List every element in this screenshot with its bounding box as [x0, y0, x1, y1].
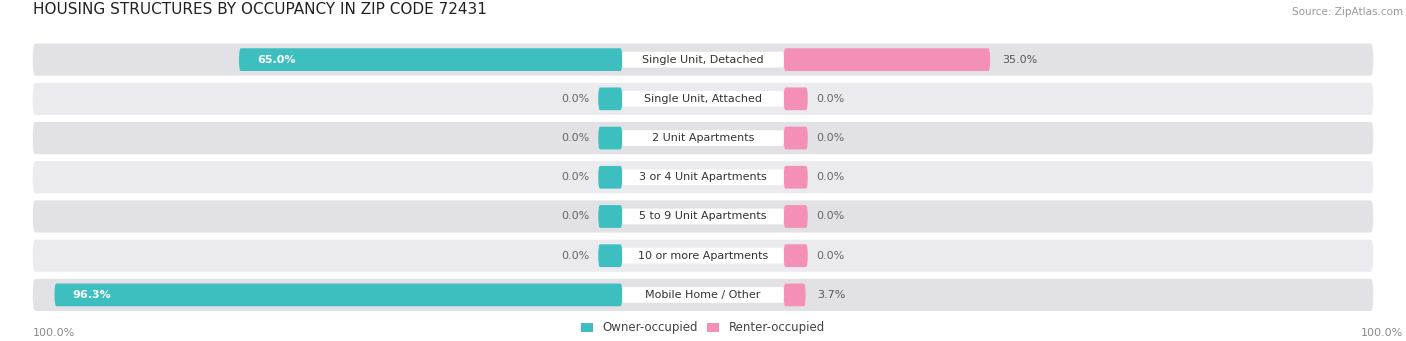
FancyBboxPatch shape [32, 279, 1374, 311]
Text: 0.0%: 0.0% [817, 133, 845, 143]
FancyBboxPatch shape [783, 166, 807, 189]
FancyBboxPatch shape [239, 48, 623, 71]
Text: 0.0%: 0.0% [561, 133, 589, 143]
FancyBboxPatch shape [783, 283, 806, 306]
FancyBboxPatch shape [55, 283, 623, 306]
Text: 0.0%: 0.0% [561, 94, 589, 104]
FancyBboxPatch shape [599, 205, 623, 228]
FancyBboxPatch shape [783, 48, 990, 71]
Text: Mobile Home / Other: Mobile Home / Other [645, 290, 761, 300]
Text: 5 to 9 Unit Apartments: 5 to 9 Unit Apartments [640, 211, 766, 221]
Text: HOUSING STRUCTURES BY OCCUPANCY IN ZIP CODE 72431: HOUSING STRUCTURES BY OCCUPANCY IN ZIP C… [32, 1, 486, 16]
FancyBboxPatch shape [783, 244, 807, 267]
Text: 2 Unit Apartments: 2 Unit Apartments [652, 133, 754, 143]
FancyBboxPatch shape [623, 287, 783, 303]
FancyBboxPatch shape [623, 209, 783, 224]
Text: 65.0%: 65.0% [257, 55, 295, 65]
Text: 100.0%: 100.0% [1361, 328, 1403, 338]
Text: 0.0%: 0.0% [817, 94, 845, 104]
Text: 100.0%: 100.0% [32, 328, 75, 338]
FancyBboxPatch shape [599, 88, 623, 110]
Legend: Owner-occupied, Renter-occupied: Owner-occupied, Renter-occupied [581, 322, 825, 335]
Text: 3 or 4 Unit Apartments: 3 or 4 Unit Apartments [640, 172, 766, 182]
FancyBboxPatch shape [783, 127, 807, 149]
Text: 0.0%: 0.0% [561, 251, 589, 261]
FancyBboxPatch shape [32, 161, 1374, 193]
FancyBboxPatch shape [32, 44, 1374, 76]
FancyBboxPatch shape [783, 88, 807, 110]
Text: 0.0%: 0.0% [561, 211, 589, 221]
Text: Source: ZipAtlas.com: Source: ZipAtlas.com [1292, 6, 1403, 16]
Text: 0.0%: 0.0% [561, 172, 589, 182]
FancyBboxPatch shape [32, 83, 1374, 115]
FancyBboxPatch shape [623, 169, 783, 185]
Text: 0.0%: 0.0% [817, 172, 845, 182]
FancyBboxPatch shape [32, 240, 1374, 272]
FancyBboxPatch shape [623, 248, 783, 264]
FancyBboxPatch shape [599, 127, 623, 149]
Text: 0.0%: 0.0% [817, 251, 845, 261]
FancyBboxPatch shape [623, 91, 783, 107]
FancyBboxPatch shape [599, 244, 623, 267]
Text: 10 or more Apartments: 10 or more Apartments [638, 251, 768, 261]
FancyBboxPatch shape [32, 122, 1374, 154]
FancyBboxPatch shape [32, 201, 1374, 233]
FancyBboxPatch shape [783, 205, 807, 228]
Text: 96.3%: 96.3% [73, 290, 111, 300]
Text: 35.0%: 35.0% [1002, 55, 1038, 65]
FancyBboxPatch shape [623, 130, 783, 146]
Text: 0.0%: 0.0% [817, 211, 845, 221]
Text: Single Unit, Attached: Single Unit, Attached [644, 94, 762, 104]
FancyBboxPatch shape [599, 166, 623, 189]
FancyBboxPatch shape [623, 52, 783, 68]
Text: Single Unit, Detached: Single Unit, Detached [643, 55, 763, 65]
Text: 3.7%: 3.7% [817, 290, 846, 300]
